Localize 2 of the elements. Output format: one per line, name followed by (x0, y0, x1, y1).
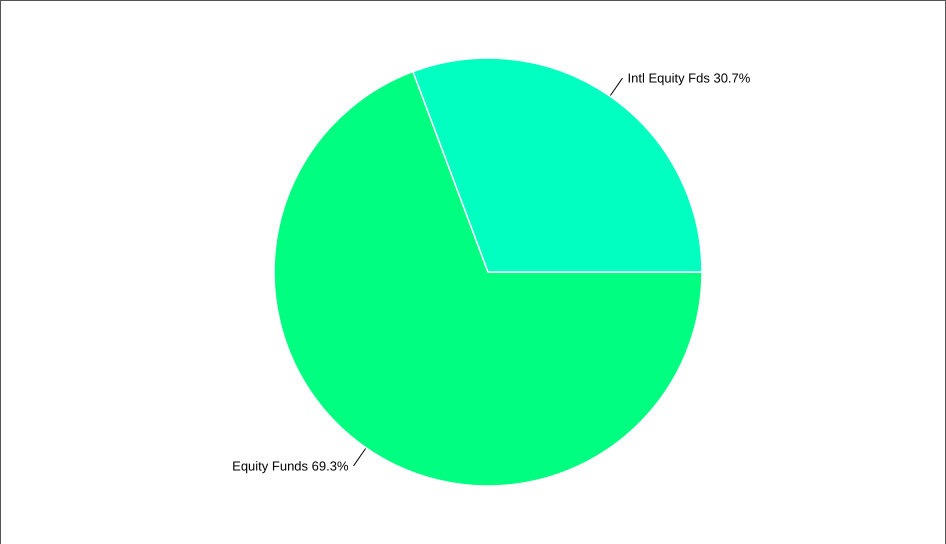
slice-label: Equity Funds 69.3% (232, 458, 349, 474)
slice-label: Intl Equity Fds 30.7% (627, 70, 751, 86)
